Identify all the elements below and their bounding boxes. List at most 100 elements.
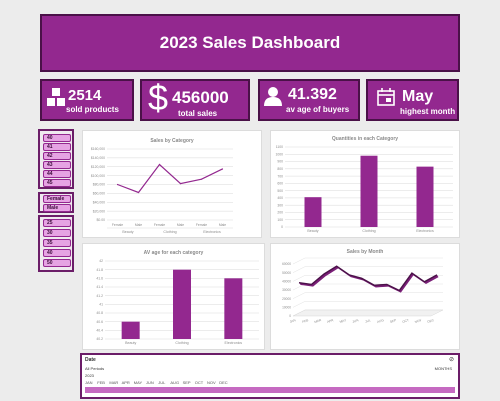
x-tick-label: Male [177,223,184,227]
slicer-item-43[interactable]: 43 [43,161,71,169]
timeline-month-jan[interactable]: JAN [85,380,93,385]
x-tick-label: Male [135,223,142,227]
y-tick-label: 600 [277,182,283,186]
y-tick-label: 60000 [282,262,291,266]
y-tick-label: 40000 [282,280,291,284]
y-tick-label: $160,000 [91,147,105,151]
x-tick-label: MAR [314,318,323,324]
y-tick-label: 200 [277,211,283,215]
timeline-month-jul[interactable]: JUL [158,380,166,385]
slicer-item-male[interactable]: Male [43,204,71,212]
timeline-month-mar[interactable]: MAR [109,380,119,385]
kpi-sales-value: 456000 [172,88,229,107]
timeline-month-apr[interactable]: APR [121,380,130,385]
chart-panel-quantities: Quantities in each Category 0 100 200 300 40… [270,130,460,238]
y-tick-label: $120,000 [91,165,105,169]
av-age-chart: 40.2 40.4 40.6 40.8 41 41.2 41.4 41.6 41.8 42 Beau… [96,259,259,345]
kpi-sold-label: sold products [66,105,119,114]
chart-title: Sales by Month [346,249,384,255]
y-tick-label: 40.6 [96,320,103,324]
x-tick-label: Electronics [225,341,243,345]
bar-beauty [304,197,322,227]
chart-title: Sales by Category [150,138,194,144]
timeline-month-sep[interactable]: SEP [182,380,191,385]
y-tick-label: 500 [277,189,283,193]
data-point [116,183,119,186]
slicer-item-25[interactable]: 25 [43,219,71,227]
y-tick-label: $140,000 [91,156,105,160]
timeline-month-oct[interactable]: OCT [194,380,204,385]
slicer-item-30[interactable]: 30 [43,229,71,237]
x-tick-label: FEB [302,318,309,324]
slicer-item-35[interactable]: 35 [43,239,71,247]
data-point [137,191,140,194]
slicer-item-42[interactable]: 42 [43,152,71,160]
data-point [200,178,203,180]
timeline-month-jun[interactable]: JUN [146,380,154,385]
data-point [179,183,182,185]
calendar-icon [377,88,395,106]
timeline-month-feb[interactable]: FEB [97,380,105,385]
timeline-selection-bar[interactable] [85,387,455,393]
y-tick-label: 0 [281,225,283,229]
bar-electronics [416,166,434,227]
chart-title: Quantities in each Category [331,136,399,142]
x-tick-label: AUG [377,318,385,324]
y-tick-label: 300 [277,203,283,207]
chart-panel-sales-by-month: Sales by Month 0 10000 20000 30000 40000 5000… [270,243,460,350]
slicer-item-44[interactable]: 44 [43,170,71,178]
y-tick-label: $80,000 [93,183,105,187]
slicer-item-41[interactable]: 41 [43,143,71,151]
date-timeline: Date ⊘ All Periods MONTHS 2023 JAN FEB MAR… [80,353,460,399]
kpi-highest-month: May highest month [366,79,459,121]
slicer-item-female[interactable]: Female [43,195,71,203]
chart-floor [292,309,444,317]
y-tick-label: 41.8 [96,268,103,272]
timeline-month-aug[interactable]: AUG [170,380,180,385]
timeline-granularity[interactable]: MONTHS [434,366,452,371]
series-line [117,163,223,194]
y-tick-label: 0 [289,314,291,318]
bar-clothing [360,155,378,227]
timeline-field: Date [85,357,96,363]
slicer-item-40[interactable]: 40 [43,134,71,142]
kpi-total-sales: $ 456000 total sales [140,77,250,121]
x-tick-label: Female [196,223,207,227]
kpi-sold-products: 2514 sold products [40,79,134,121]
y-tick-label: 700 [277,174,283,178]
slicer-item-40-range[interactable]: 40 [43,249,71,257]
gridline [292,292,306,299]
y-tick-label: 10000 [282,306,291,310]
data-point [158,163,161,166]
dollar-icon: $ [148,77,169,118]
gridline [292,257,306,265]
slicer-item-45[interactable]: 45 [43,179,71,187]
bar-electronics [224,278,243,339]
slicer-item-50[interactable]: 50 [43,259,71,267]
x-tick-label: Beauty [125,341,136,345]
y-tick-label: $20,000 [93,209,105,213]
y-tick-label: 900 [277,160,283,164]
x-group-label: Electronics [203,230,221,234]
y-tick-label: 50000 [282,271,291,275]
y-tick-label: $40,000 [93,200,105,204]
clear-filter-icon[interactable]: ⊘ [448,357,454,363]
kpi-month-label: highest month [400,107,456,116]
kpi-sales-label: total sales [178,109,218,118]
dashboard-title: 2023 Sales Dashboard [159,33,341,52]
x-tick-label: NOV [414,318,423,324]
y-tick-label: 800 [277,167,283,171]
timeline-month-dec[interactable]: DEC [219,380,228,385]
y-tick-label: 41.6 [96,277,103,281]
y-tick-label: 41.4 [96,285,103,289]
timeline-month-nov[interactable]: NOV [207,380,216,385]
x-group-label: Clothing [163,230,176,234]
timeline-month-may[interactable]: MAY [133,380,143,385]
x-group-label: Beauty [122,230,133,234]
gender-slicer: Female Male [38,192,74,213]
x-tick-label: JUL [365,318,372,324]
chart-panel-av-age: AV age for each category 40.2 40.4 40.6 40.… [82,243,265,350]
kpi-sold-value: 2514 [68,87,102,104]
sales-by-category-chart: $0.00 $20,000 $40,000 $60,000 $80,000 $100,00… [91,147,233,234]
chart-title: AV age for each category [143,250,204,256]
